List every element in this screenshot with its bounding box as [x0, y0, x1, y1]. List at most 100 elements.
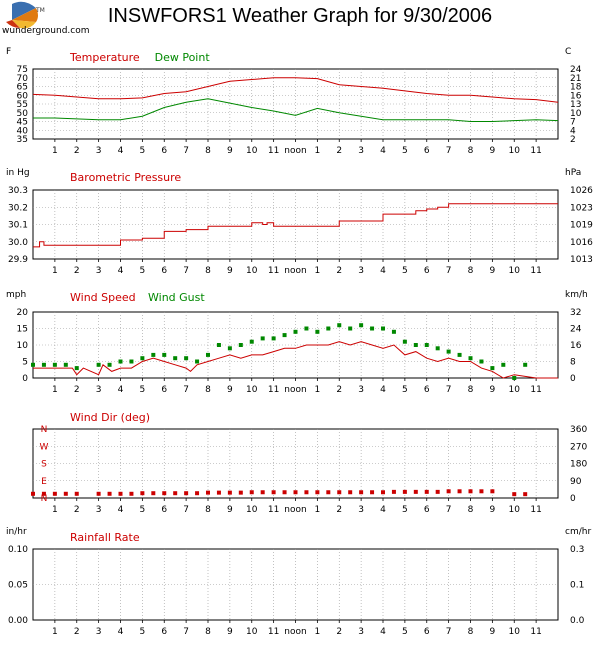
x-tick-label: 7 — [446, 266, 452, 276]
x-tick-label: 8 — [468, 627, 474, 637]
y-tick-label-left: 45 — [17, 118, 28, 128]
x-tick-label: 5 — [140, 505, 146, 515]
data-point — [282, 333, 287, 338]
x-tick-label: 10 — [509, 505, 521, 515]
x-tick-label: 7 — [446, 627, 452, 637]
series-line — [32, 77, 559, 103]
data-point — [446, 489, 451, 494]
data-point — [129, 491, 134, 496]
y-tick-label-right: 24 — [570, 65, 582, 75]
x-tick-label: 11 — [530, 385, 541, 395]
data-point — [238, 343, 243, 347]
y-tick-label-right: 1023 — [570, 203, 593, 213]
x-tick-label: 4 — [118, 385, 124, 395]
x-tick-label: 2 — [336, 385, 342, 395]
x-tick-label: 11 — [268, 385, 279, 395]
x-tick-label: 2 — [336, 505, 342, 515]
data-point — [227, 346, 232, 351]
x-tick-label: 2 — [74, 385, 80, 395]
y-tick-label-right: 90 — [570, 477, 582, 487]
series-title: Rainfall Rate — [70, 531, 140, 544]
x-tick-label: 5 — [402, 627, 408, 637]
data-point — [140, 491, 145, 496]
data-point — [512, 492, 517, 497]
data-point — [118, 359, 123, 364]
data-point — [315, 490, 320, 495]
x-tick-label: 10 — [246, 266, 258, 276]
x-tick-label: 11 — [268, 146, 279, 156]
data-point — [490, 366, 495, 371]
y-tick-label-left: 75 — [17, 65, 28, 75]
x-tick-label: 7 — [183, 146, 189, 156]
data-point — [31, 362, 35, 367]
x-tick-label: 9 — [490, 505, 496, 515]
data-point — [304, 326, 309, 331]
data-point — [216, 490, 221, 495]
data-point — [216, 343, 221, 347]
y-tick-label-left: 0.00 — [8, 616, 28, 626]
x-tick-label: 1 — [315, 627, 321, 637]
data-point — [457, 489, 462, 494]
x-tick-label: 9 — [227, 266, 233, 276]
data-point — [271, 336, 276, 341]
x-tick-label: 8 — [205, 146, 211, 156]
data-point — [52, 362, 57, 367]
wunderground-logo[interactable]: TM wunderground.com — [0, 0, 90, 40]
x-tick-label: 3 — [96, 146, 102, 156]
data-point — [435, 489, 440, 494]
data-point — [282, 490, 287, 495]
x-tick-label: 8 — [468, 146, 474, 156]
x-tick-label: 6 — [161, 627, 167, 637]
data-point — [391, 489, 396, 494]
y-tick-label-right: 32 — [570, 308, 581, 318]
x-tick-label: 9 — [227, 505, 233, 515]
x-tick-label: 8 — [205, 385, 211, 395]
y-tick-label-right: 1013 — [570, 255, 593, 265]
y-tick-label-right: 1016 — [570, 238, 593, 248]
x-tick-label: 5 — [402, 385, 408, 395]
y-tick-label-left: 0.10 — [8, 545, 28, 555]
data-point — [41, 362, 46, 367]
y-tick-label-right: 360 — [570, 425, 587, 435]
series-title: Temperature — [69, 51, 140, 64]
data-point — [173, 356, 178, 361]
x-tick-label: 1 — [52, 505, 58, 515]
x-tick-label: 3 — [358, 505, 364, 515]
data-point — [249, 339, 254, 344]
data-point — [173, 491, 178, 496]
x-tick-label: 7 — [183, 627, 189, 637]
data-point — [326, 326, 331, 331]
y-tick-label-right: 21 — [570, 74, 581, 84]
y-tick-label-left: 55 — [17, 100, 28, 110]
x-tick-label: noon — [284, 505, 306, 515]
data-point — [63, 362, 68, 367]
y-tick-label-right: 16 — [570, 341, 582, 351]
data-point — [348, 490, 353, 495]
x-tick-label: 6 — [424, 627, 430, 637]
y-tick-label-left: 0 — [22, 374, 28, 384]
data-point — [457, 352, 462, 357]
x-tick-label: 6 — [424, 505, 430, 515]
data-point — [206, 490, 210, 495]
x-tick-label: 2 — [74, 146, 80, 156]
data-point — [479, 359, 484, 364]
x-tick-label: 11 — [268, 627, 279, 637]
x-tick-label: 6 — [424, 146, 430, 156]
x-tick-label: 4 — [118, 266, 124, 276]
data-point — [31, 491, 35, 496]
y-tick-label-left: 60 — [17, 91, 29, 101]
x-tick-label: 8 — [205, 627, 211, 637]
x-tick-label: 9 — [227, 627, 233, 637]
x-tick-label: 3 — [96, 385, 102, 395]
x-tick-label: 7 — [446, 385, 452, 395]
data-point — [468, 489, 473, 494]
x-tick-label: 2 — [336, 266, 342, 276]
x-tick-label: 4 — [118, 627, 124, 637]
x-tick-label: 5 — [140, 146, 146, 156]
x-tick-label: 1 — [52, 146, 58, 156]
y-tick-label-left: 30.2 — [8, 203, 28, 213]
data-point — [195, 491, 200, 496]
data-point — [391, 329, 396, 334]
x-tick-label: 10 — [509, 385, 521, 395]
